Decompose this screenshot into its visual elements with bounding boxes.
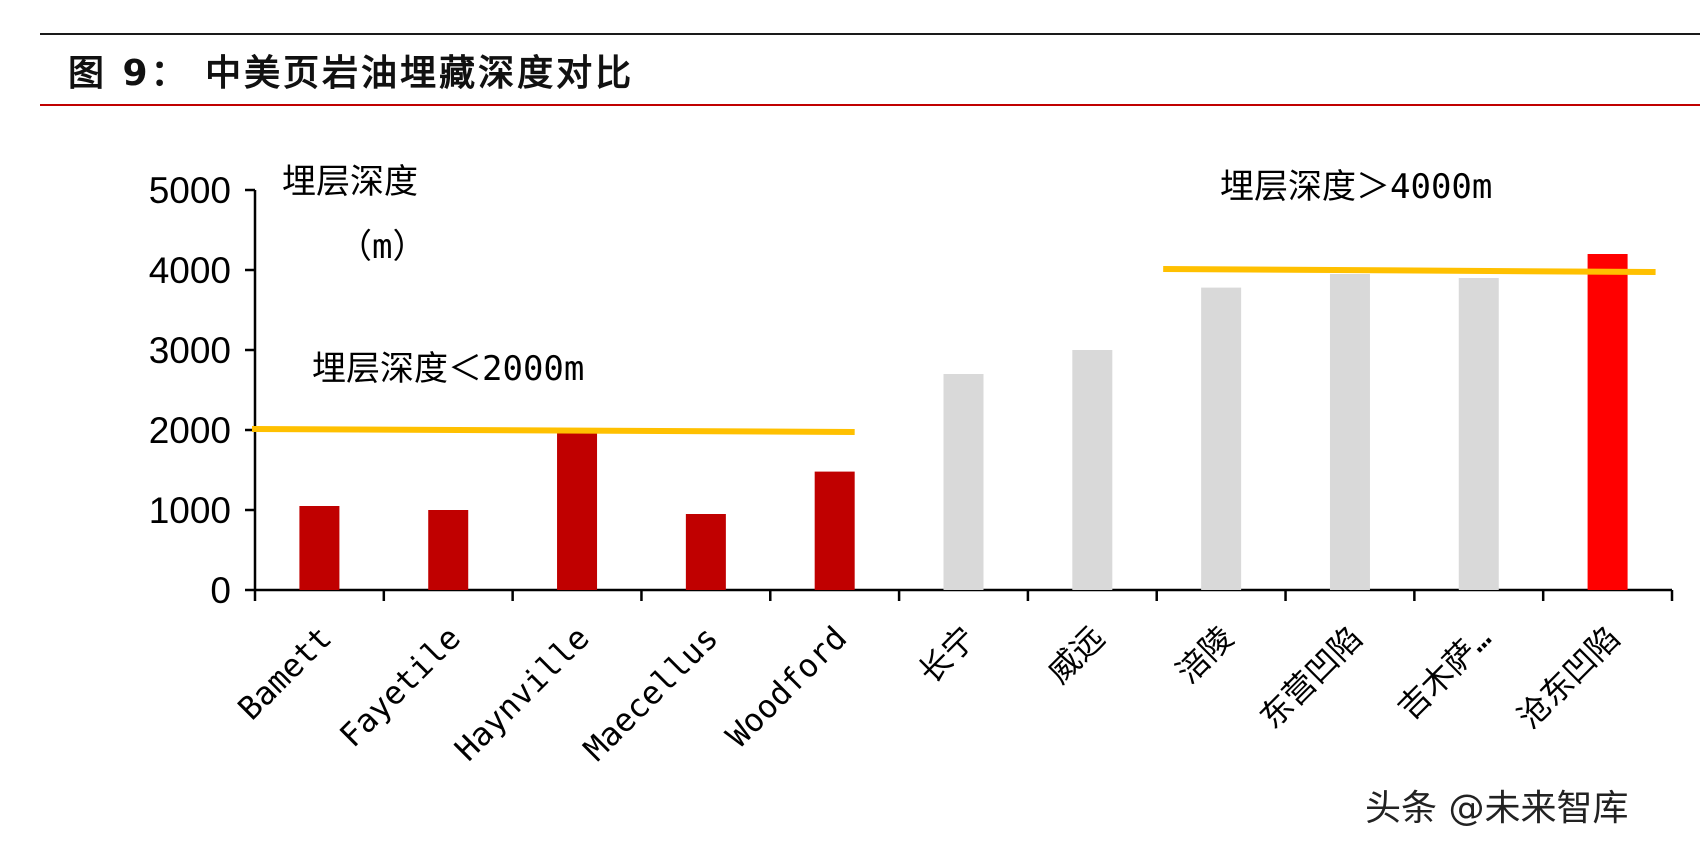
bar-1 [299, 506, 340, 590]
title-underline [40, 104, 1700, 106]
bar-4 [685, 514, 726, 590]
y-tick-label: 1000 [149, 490, 231, 531]
x-tick-label: 长宁 [911, 619, 983, 691]
x-tick-label: 威远 [1040, 619, 1112, 691]
x-tick-label: Maecellus [576, 619, 725, 768]
x-tick-label: 沧东凹陷 [1510, 619, 1627, 736]
annotation-deep: 埋层深度＞4000m [1220, 167, 1492, 207]
x-tick-label: Woodford [718, 619, 854, 755]
figure-title: 图 9： 中美页岩油埋藏深度对比 [68, 53, 635, 94]
bar-8 [1201, 287, 1242, 590]
bar-5 [814, 471, 855, 590]
bar-3 [557, 430, 598, 590]
x-tick-label: 吉木萨… [1390, 619, 1498, 727]
y-axis-unit: （m） [338, 227, 426, 267]
x-tick-label: 涪陵 [1169, 619, 1241, 691]
bar-10 [1458, 278, 1499, 590]
x-tick-label: Bamett [230, 619, 339, 728]
watermark: 头条 @未来智库 [1365, 788, 1628, 829]
bar-11 [1587, 254, 1628, 590]
bar-9 [1329, 274, 1370, 590]
annotation-shallow: 埋层深度＜2000m [312, 349, 584, 389]
y-tick-label: 2000 [149, 410, 231, 451]
y-tick-label: 0 [210, 570, 231, 611]
x-tick-label: 东营凹陷 [1252, 619, 1369, 736]
x-tick-label: Fayetile [332, 619, 468, 755]
x-tick-label: Haynville [447, 619, 596, 768]
bar-7 [1072, 350, 1113, 590]
reference-line-1 [251, 426, 855, 435]
y-tick-label: 5000 [149, 170, 231, 211]
y-axis-label: 埋层深度 [282, 162, 418, 202]
reference-line-2 [1163, 266, 1656, 275]
bar-2 [428, 510, 469, 590]
y-tick-label: 3000 [149, 330, 231, 371]
top-rule [40, 33, 1700, 35]
y-tick-label: 4000 [149, 250, 231, 291]
bar-6 [943, 374, 984, 590]
